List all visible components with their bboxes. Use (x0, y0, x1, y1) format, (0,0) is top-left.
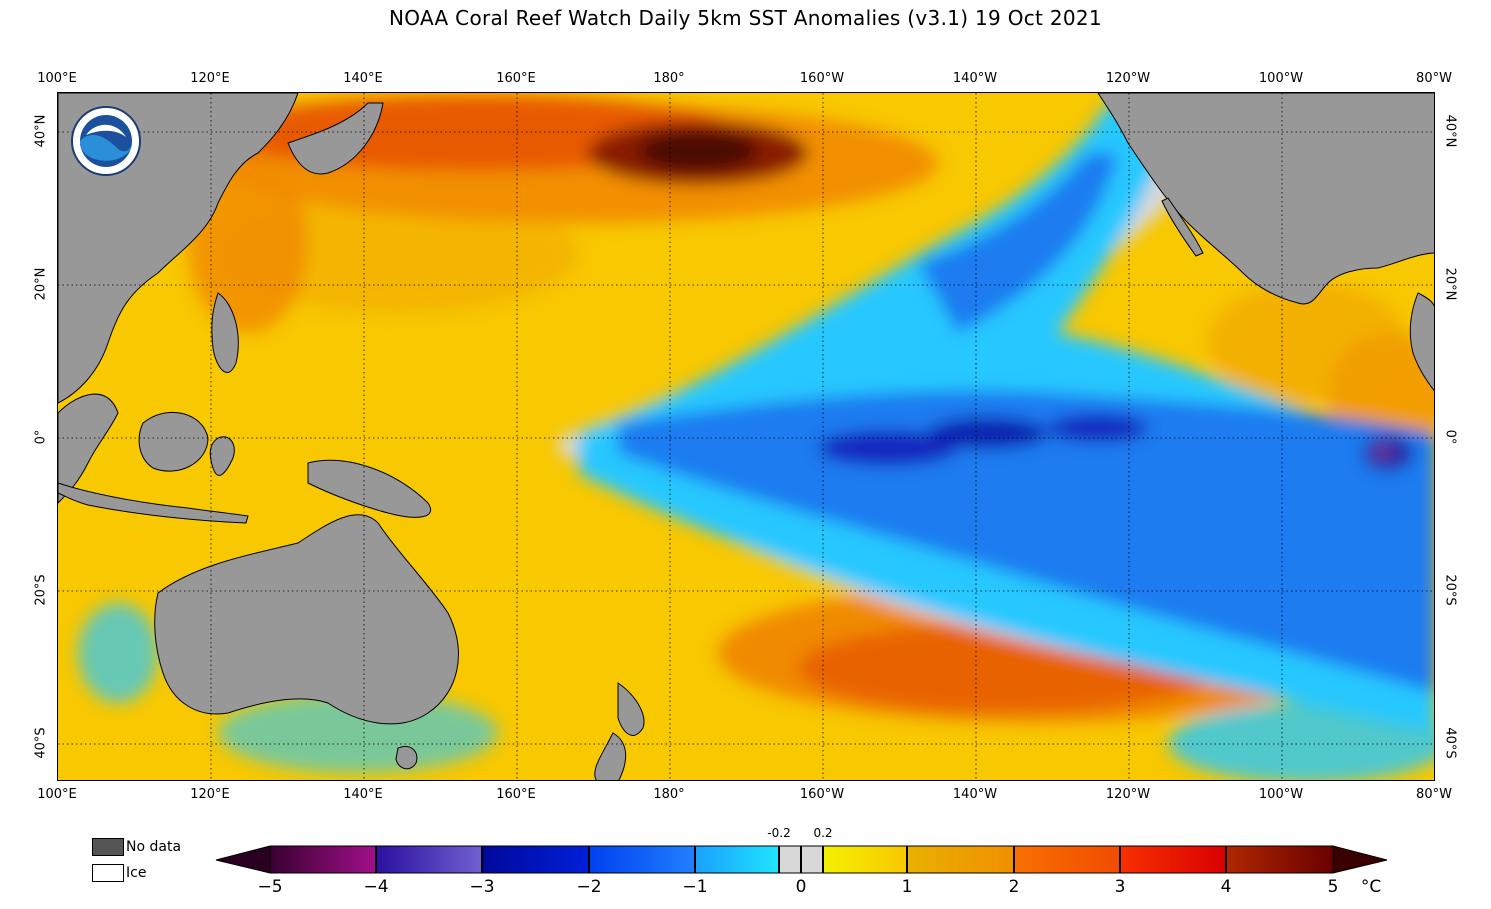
colorbar-tick: −5 (257, 877, 283, 897)
lon-label: 140°W (952, 71, 998, 86)
australia (154, 514, 459, 725)
lon-label: 140°E (343, 71, 383, 86)
lat-label: 40°N (1442, 114, 1458, 148)
lat-label: 20°S (1442, 574, 1458, 606)
lat-label: 40°S (1442, 727, 1458, 759)
baja-california (1161, 197, 1204, 257)
lon-label: 100°W (1258, 71, 1304, 86)
map-title: NOAA Coral Reef Watch Daily 5km SST Anom… (389, 6, 1102, 30)
lon-label: 100°E (37, 787, 77, 802)
japan (287, 102, 384, 175)
lat-label: 0° (33, 429, 49, 445)
graticule (58, 93, 1434, 780)
no-data-swatch (92, 838, 124, 856)
lat-label: 20°N (1442, 267, 1458, 301)
lon-label: 120°W (1105, 71, 1151, 86)
ice-label: Ice (126, 865, 147, 881)
lon-label: 180° (653, 71, 685, 86)
lon-label: 140°E (343, 787, 383, 802)
lat-label: 40°N (33, 114, 49, 148)
lon-label: 160°W (799, 787, 845, 802)
colorbar-tick: 0 (795, 877, 807, 897)
colorbar-tick: 5 (1327, 877, 1339, 897)
indonesia-south (58, 482, 249, 524)
lat-label: 40°S (33, 727, 49, 759)
lon-label: 80°W (1416, 787, 1452, 802)
philippines (211, 292, 239, 373)
colorbar-tick: 1 (901, 877, 913, 897)
colorbar-tick: 4 (1220, 877, 1232, 897)
central-america (1409, 292, 1434, 392)
lat-label: 20°S (33, 574, 49, 606)
lon-label: 160°W (799, 71, 845, 86)
lon-label: 80°W (1416, 71, 1452, 86)
colorbar-tick: −4 (363, 877, 389, 897)
colorbar-tick: −2 (576, 877, 602, 897)
lon-label: 160°E (496, 71, 536, 86)
tasmania (395, 746, 418, 770)
lon-label: 100°W (1258, 787, 1304, 802)
colorbar-tick: −1 (682, 877, 708, 897)
colorbar-tick: 2 (1008, 877, 1020, 897)
lon-label: 120°E (190, 787, 230, 802)
lat-label: 20°N (33, 267, 49, 301)
lon-label: 180° (653, 787, 685, 802)
sst-anomaly-map (57, 92, 1435, 781)
new-guinea (307, 459, 431, 518)
lon-label: 160°E (496, 787, 536, 802)
borneo (138, 411, 209, 472)
new-zealand (594, 682, 645, 780)
colorbar-small-tick: 0.2 (813, 826, 833, 840)
lon-label: 120°W (1105, 787, 1151, 802)
lat-label: 0° (1442, 429, 1458, 445)
colorbar-tick: 3 (1114, 877, 1126, 897)
ice-swatch (92, 864, 124, 882)
colorbar-unit: °C (1360, 877, 1382, 897)
colorbar-small-tick: -0.2 (767, 826, 791, 840)
colorbar-tick: −3 (469, 877, 495, 897)
lon-label: 100°E (37, 71, 77, 86)
lon-label: 140°W (952, 787, 998, 802)
noaa-logo (71, 106, 141, 176)
north-america (1097, 93, 1434, 305)
lon-label: 120°E (190, 71, 230, 86)
no-data-label: No data (126, 839, 182, 855)
